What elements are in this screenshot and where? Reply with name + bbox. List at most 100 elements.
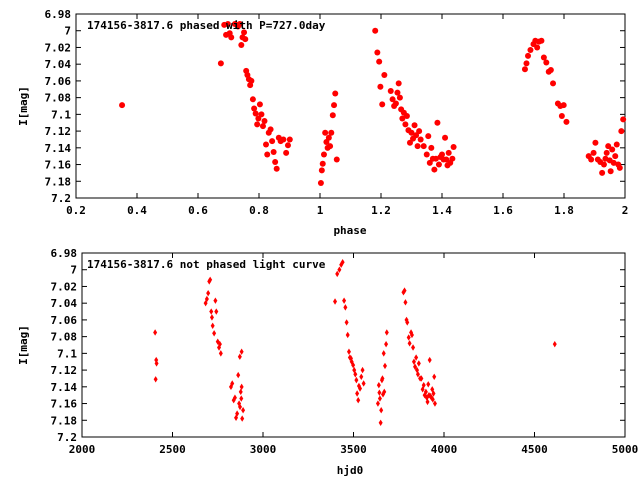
x-tick-label: 0.8 <box>249 204 269 217</box>
data-point <box>319 160 326 167</box>
data-point <box>239 348 244 355</box>
data-point <box>552 340 557 348</box>
data-point <box>426 381 431 388</box>
x-tick-label: 1 <box>317 204 324 217</box>
x-tick-label: 2000 <box>69 443 96 456</box>
phased-plot-frame <box>75 13 626 199</box>
data-point <box>209 314 214 321</box>
x-tick-label: 2500 <box>159 443 186 456</box>
data-point <box>443 156 450 163</box>
data-point <box>376 381 381 389</box>
data-point <box>534 44 541 51</box>
data-point <box>208 276 213 283</box>
unphased-x-axis-label: hjd0 <box>337 464 364 477</box>
y-tick-label: 7.04 <box>51 297 78 310</box>
data-point <box>425 398 430 406</box>
data-point <box>153 329 158 336</box>
data-point <box>610 159 617 166</box>
data-point <box>345 331 350 339</box>
data-point <box>342 297 347 304</box>
unphased-y-ticks: 6.98 7 7.02 7.04 7.06 7.08 7.1 7.12 7.14 7.16 7.18… <box>51 247 625 444</box>
data-point <box>267 126 274 133</box>
data-point <box>612 153 619 160</box>
data-point <box>395 80 402 87</box>
x-tick-label: 3500 <box>340 443 367 456</box>
y-tick-label: 7.06 <box>51 314 78 327</box>
data-point <box>450 143 457 150</box>
x-tick-label: 2 <box>622 204 629 217</box>
data-point <box>543 59 550 66</box>
y-tick-label: 7 <box>70 264 77 277</box>
data-point <box>240 415 245 422</box>
phased-data-points <box>119 21 627 186</box>
data-point <box>605 143 612 150</box>
data-point <box>592 139 599 146</box>
data-point <box>238 403 243 411</box>
data-point <box>421 381 426 389</box>
data-point <box>402 287 407 294</box>
data-point <box>417 136 424 143</box>
data-point <box>375 400 380 407</box>
data-point <box>272 159 279 166</box>
data-point <box>527 46 534 53</box>
phased-plot-title: 174156-3817.6 phased with P=727.0day <box>87 19 326 32</box>
phased-panel: 6.98 7 7.02 7.04 7.06 7.08 7.1 7.12 7.14 7.16 7.18… <box>17 8 628 237</box>
data-point <box>415 371 420 378</box>
x-tick-label: 1.8 <box>554 204 574 217</box>
data-point <box>355 390 360 397</box>
data-point <box>228 34 235 41</box>
data-point <box>431 390 436 397</box>
data-point <box>372 27 379 34</box>
data-point <box>337 266 342 273</box>
phased-y-ticks: 6.98 7 7.02 7.04 7.06 7.08 7.1 7.12 7.14 7.16 7.18… <box>45 8 625 205</box>
data-point <box>403 113 410 120</box>
phased-x-ticks: 0.2 0.4 0.6 0.8 1 1.2 1.4 1.6 1.8 2 <box>66 14 628 217</box>
data-point <box>333 298 338 305</box>
data-point <box>264 151 271 158</box>
data-point <box>590 149 597 156</box>
data-point <box>374 49 381 56</box>
data-point <box>558 113 565 120</box>
y-tick-label: 7.14 <box>51 381 78 394</box>
data-point <box>317 179 324 186</box>
data-point <box>416 360 421 367</box>
y-tick-label: 7.2 <box>57 431 77 444</box>
data-point <box>379 407 384 414</box>
x-tick-label: 1.6 <box>493 204 513 217</box>
data-point <box>269 138 276 145</box>
data-point <box>154 360 159 367</box>
data-point <box>331 102 338 109</box>
data-point <box>236 371 241 379</box>
unphased-y-axis-label: I[mag] <box>17 325 30 365</box>
unphased-x-ticks: 2000 2500 3000 3500 4000 4500 5000 <box>69 253 638 456</box>
data-point <box>609 146 616 153</box>
data-point <box>607 168 614 175</box>
data-point <box>389 96 396 103</box>
data-point <box>423 151 430 158</box>
data-point <box>354 376 359 384</box>
data-point <box>217 60 224 67</box>
data-point <box>318 167 325 174</box>
data-point <box>380 375 385 382</box>
y-tick-label: 7.18 <box>51 414 78 427</box>
data-point <box>344 319 349 326</box>
data-point <box>414 143 421 150</box>
data-point <box>420 143 427 150</box>
data-point <box>434 119 441 126</box>
data-point <box>210 322 215 329</box>
data-point <box>232 394 237 401</box>
data-point <box>209 308 214 315</box>
data-point <box>613 141 620 148</box>
data-point <box>261 118 268 125</box>
data-point <box>432 400 437 407</box>
data-point <box>119 102 126 109</box>
data-point <box>521 66 528 73</box>
data-point <box>214 308 219 315</box>
data-point <box>251 105 258 112</box>
phased-x-axis-label: phase <box>333 224 366 237</box>
data-point <box>377 395 382 402</box>
data-point <box>270 149 277 155</box>
data-point <box>411 358 416 365</box>
data-point <box>204 295 209 303</box>
